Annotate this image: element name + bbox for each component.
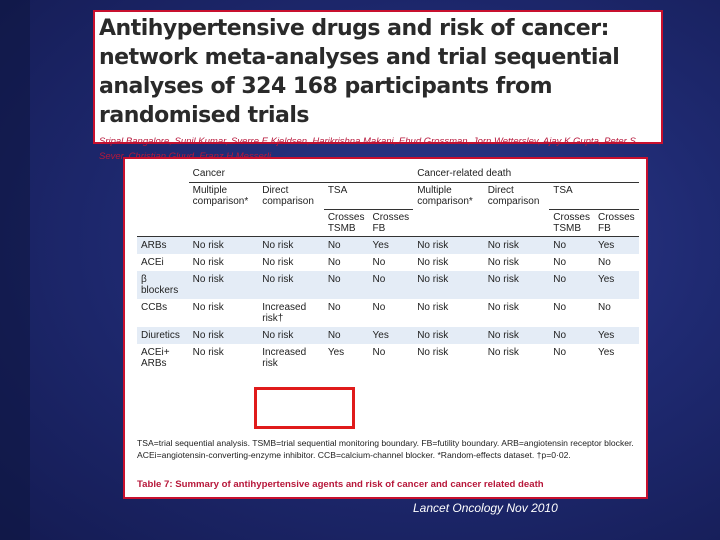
table-cell: Increased risk [258, 343, 324, 372]
highlight-box [254, 387, 355, 429]
table-cell: No [323, 298, 369, 327]
table-cell: Yes [593, 326, 639, 344]
table-cell: No risk [413, 236, 484, 254]
group-header-cancer-death: Cancer-related death [413, 165, 639, 183]
table-cell: No risk [483, 253, 550, 271]
left-shadow-band [0, 0, 30, 540]
table-cell: No risk [258, 236, 324, 254]
table-cell: No [368, 298, 414, 327]
drug-class-cell: ACEi+ ARBs [137, 343, 189, 372]
author-list: Sripal Bangalore, Sunil Kumar, Sverre E … [99, 136, 636, 162]
header-crosses-fb: Crosses FB [593, 209, 639, 237]
header-multiple-comparison: Multiple comparison* [417, 185, 473, 207]
table-cell: No [368, 253, 414, 271]
table-row: ARBs No risk No risk No Yes No risk No risk No Y… [137, 236, 639, 254]
citation: Lancet Oncology Nov 2010 [413, 501, 558, 515]
header-crosses-tsmb: Crosses TSMB [323, 209, 369, 237]
header-tsa: TSA [323, 182, 414, 210]
table-cell: No risk [188, 253, 259, 271]
table-cell: No risk [483, 298, 550, 327]
drug-class-cell: β blockers [137, 270, 189, 299]
table-cell: No [593, 253, 639, 271]
header-direct-comparison: Direct comparison [487, 185, 540, 207]
table-row: ACEi+ ARBs No risk Increased risk Yes No No r… [137, 343, 639, 372]
table-cell: No [368, 343, 414, 372]
table-cell: No risk [483, 326, 550, 344]
table-cell: Yes [593, 343, 639, 372]
table-cell: No risk [188, 326, 259, 344]
table-cell: No risk [483, 236, 550, 254]
table-caption-text: Summary of antihypertensive agents and r… [175, 479, 544, 490]
table-cell: Yes [593, 270, 639, 299]
table-row: Diuretics No risk No risk No Yes No risk No ri… [137, 326, 639, 344]
table-cell: No risk [188, 236, 259, 254]
table-cell: No risk [258, 326, 324, 344]
table-cell: Increased risk† [258, 298, 324, 327]
header-tsa: TSA [549, 182, 639, 210]
table-cell: No [549, 326, 594, 344]
table-cell: No risk [188, 343, 259, 372]
table-cell: No risk [258, 270, 324, 299]
table-cell: Yes [368, 326, 414, 344]
table-cell: Yes [593, 236, 639, 254]
article-title: Antihypertensive drugs and risk of cance… [99, 16, 620, 128]
table-caption: Table 7: Summary of antihypertensive age… [137, 479, 544, 490]
table-footnote: TSA=trial sequential analysis. TSMB=tria… [137, 438, 634, 460]
header-crosses-tsmb: Crosses TSMB [549, 209, 594, 237]
header-direct-comparison: Direct comparison [262, 185, 314, 207]
table-cell: Yes [368, 236, 414, 254]
table-caption-label: Table 7: [137, 479, 173, 490]
table-cell: No risk [483, 270, 550, 299]
table-cell: No risk [413, 253, 484, 271]
header-multiple-comparison: Multiple comparison* [192, 185, 249, 207]
table-cell: No [549, 253, 594, 271]
table-cell: No [549, 343, 594, 372]
drug-class-cell: CCBs [137, 298, 189, 327]
group-header-cancer: Cancer [188, 165, 414, 183]
table-cell: No risk [413, 326, 484, 344]
table-cell: No risk [258, 253, 324, 271]
article-title-card: Antihypertensive drugs and risk of cance… [93, 10, 663, 162]
drug-class-cell: Diuretics [137, 326, 189, 344]
table-cell: No risk [188, 270, 259, 299]
table-cell: No [549, 236, 594, 254]
table-cell: No [368, 270, 414, 299]
table-cell: No [323, 236, 369, 254]
table-row: ACEi No risk No risk No No No risk No risk No No [137, 253, 639, 271]
table-cell: No risk [413, 298, 484, 327]
table-cell: No [323, 270, 369, 299]
drug-class-cell: ACEi [137, 253, 189, 271]
table-cell: No [549, 298, 594, 327]
drug-class-cell: ARBs [137, 236, 189, 254]
table-cell: No [323, 326, 369, 344]
table-cell: No [549, 270, 594, 299]
table-cell: Yes [323, 343, 369, 372]
header-crosses-fb: Crosses FB [368, 209, 414, 237]
table-cell: No [323, 253, 369, 271]
summary-table-card: Cancer Cancer-related death Multiple com… [123, 157, 648, 499]
table-cell: No risk [413, 343, 484, 372]
summary-table: Cancer Cancer-related death Multiple com… [137, 165, 639, 372]
table-cell: No risk [413, 270, 484, 299]
table-cell: No [593, 298, 639, 327]
table-row: CCBs No risk Increased risk† No No No risk No … [137, 298, 639, 327]
table-cell: No risk [188, 298, 259, 327]
table-row: β blockers No risk No risk No No No risk No ri… [137, 270, 639, 299]
table-cell: No risk [483, 343, 550, 372]
